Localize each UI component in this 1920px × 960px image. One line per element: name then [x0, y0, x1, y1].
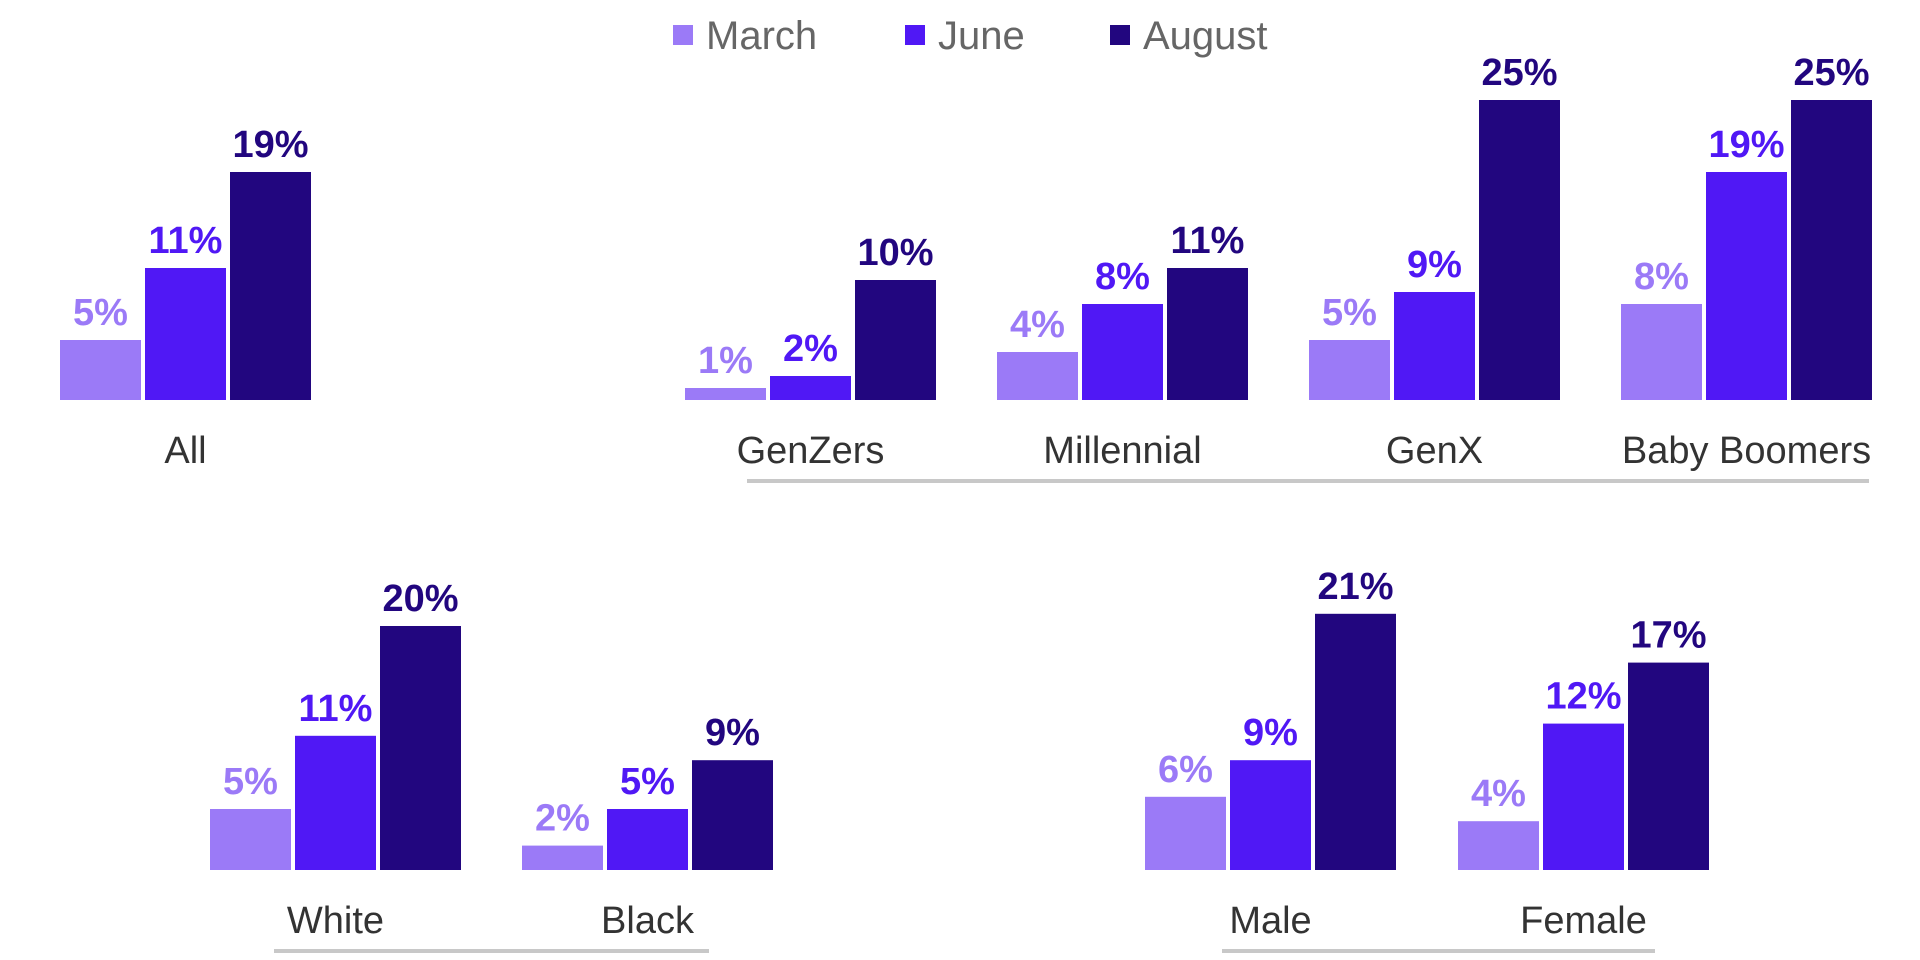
bar-genx-august: [1479, 100, 1560, 400]
chart-panels: 5% 11% 19% All 1% 2% 10% GenZers 4% 8% 11% Millenni…: [60, 52, 1872, 953]
bar-genx-march: [1309, 340, 1390, 400]
data-label-millennial-march: 4%: [1010, 304, 1065, 346]
data-label-genx-june: 9%: [1407, 244, 1462, 286]
data-label-genx-march: 5%: [1322, 292, 1377, 334]
data-label-female-august: 17%: [1630, 615, 1706, 657]
legend-label-march: March: [706, 14, 817, 58]
data-label-black-march: 2%: [535, 798, 590, 840]
legend: March June August: [673, 14, 1268, 58]
bar-female-june: [1543, 723, 1624, 870]
category-group-female: 4% 12%17% Female: [1458, 615, 1709, 942]
category-label-female: Female: [1520, 900, 1647, 942]
data-label-genzers-march: 1%: [698, 340, 753, 382]
legend-label-june: June: [938, 14, 1025, 58]
bar-genzers-august: [855, 280, 936, 400]
data-label-all-august: 19%: [232, 124, 308, 166]
data-label-all-june: 11%: [149, 220, 223, 262]
data-label-female-march: 4%: [1471, 773, 1526, 815]
panel-2: 1% 2% 10% GenZers 4% 8% 11% Millennial 5% 9% 25% Ge…: [685, 52, 1872, 483]
category-label-baby-boomers: Baby Boomers: [1622, 430, 1871, 472]
category-group-baby-boomers: 8% 19%25% Baby Boomers: [1621, 52, 1872, 472]
data-label-millennial-june: 8%: [1095, 256, 1150, 298]
category-group-male: 6% 9% 21% Male: [1145, 566, 1396, 942]
category-group-genx: 5% 9% 25% GenX: [1309, 52, 1560, 472]
category-group-black: 2% 5% 9% Black: [522, 712, 773, 942]
data-label-male-march: 6%: [1158, 749, 1213, 791]
category-label-millennial: Millennial: [1043, 430, 1201, 472]
category-label-genx: GenX: [1386, 430, 1483, 472]
category-group-all: 5% 11% 19% All: [60, 124, 311, 472]
data-label-baby-boomers-march: 8%: [1634, 256, 1689, 298]
panel-3: 5% 11% 20% White 2% 5% 9% Black: [210, 578, 773, 953]
category-label-male: Male: [1229, 900, 1311, 942]
bar-female-march: [1458, 821, 1539, 870]
data-label-baby-boomers-august: 25%: [1793, 52, 1869, 94]
bar-all-march: [60, 340, 141, 400]
bar-millennial-march: [997, 352, 1078, 400]
legend-swatch-june: [905, 25, 925, 45]
bar-female-august: [1628, 662, 1709, 870]
data-label-male-august: 21%: [1317, 566, 1393, 608]
data-label-baby-boomers-june: 19%: [1708, 124, 1784, 166]
bar-male-june: [1230, 760, 1311, 870]
data-label-female-june: 12%: [1545, 676, 1621, 718]
panel-1: 5% 11% 19% All: [60, 124, 311, 472]
bar-black-august: [692, 760, 773, 870]
data-label-genx-august: 25%: [1481, 52, 1557, 94]
data-label-male-june: 9%: [1243, 712, 1298, 754]
bar-genx-june: [1394, 292, 1475, 400]
data-label-black-june: 5%: [620, 761, 675, 803]
legend-swatch-march: [673, 25, 693, 45]
data-label-black-august: 9%: [705, 712, 760, 754]
bar-black-march: [522, 845, 603, 870]
data-label-genzers-august: 10%: [857, 232, 933, 274]
bar-black-june: [607, 809, 688, 870]
bar-white-june: [295, 735, 376, 870]
data-label-white-march: 5%: [223, 761, 278, 803]
legend-label-august: August: [1143, 14, 1268, 58]
data-label-genzers-june: 2%: [783, 328, 838, 370]
legend-swatch-august: [1110, 25, 1130, 45]
data-label-white-june: 11%: [299, 688, 373, 730]
bar-male-march: [1145, 796, 1226, 870]
bar-baby-boomers-march: [1621, 304, 1702, 400]
category-group-white: 5% 11% 20% White: [210, 578, 461, 942]
bar-baby-boomers-june: [1706, 172, 1787, 400]
bar-white-march: [210, 809, 291, 870]
bar-white-august: [380, 626, 461, 870]
category-group-millennial: 4% 8% 11% Millennial: [997, 220, 1248, 472]
panel-4: 6% 9% 21% Male 4% 12%17% Female: [1145, 566, 1709, 953]
data-label-millennial-august: 11%: [1171, 220, 1245, 262]
category-label-genzers: GenZers: [737, 430, 885, 472]
data-label-white-august: 20%: [382, 578, 458, 620]
bar-all-june: [145, 268, 226, 400]
bar-male-august: [1315, 613, 1396, 870]
bar-genzers-march: [685, 388, 766, 400]
bar-genzers-june: [770, 376, 851, 400]
category-label-all: All: [164, 430, 206, 472]
bar-all-august: [230, 172, 311, 400]
bar-millennial-june: [1082, 304, 1163, 400]
category-label-white: White: [287, 900, 384, 942]
category-label-black: Black: [601, 900, 695, 942]
data-label-all-march: 5%: [73, 292, 128, 334]
bar-baby-boomers-august: [1791, 100, 1872, 400]
bar-millennial-august: [1167, 268, 1248, 400]
category-group-genzers: 1% 2% 10% GenZers: [685, 232, 936, 472]
